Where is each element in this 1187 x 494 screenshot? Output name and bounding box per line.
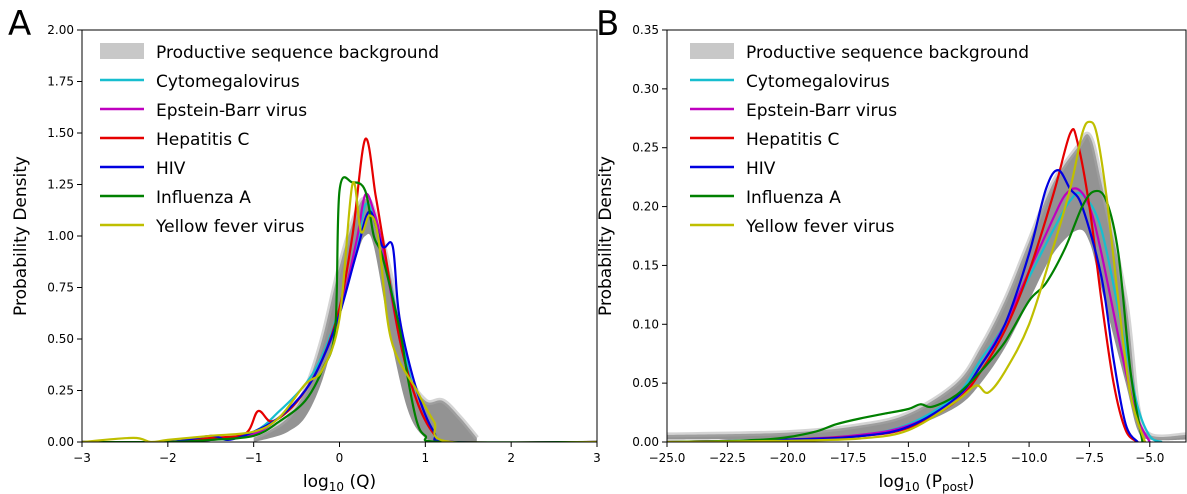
panel-b-ytick-label-4: 0.20 bbox=[632, 200, 659, 214]
panel-b-background-band-edge bbox=[667, 131, 1186, 440]
panel-a-ytick-label-7: 1.75 bbox=[47, 75, 74, 89]
panel-b-legend-label-0: Cytomegalovirus bbox=[746, 72, 890, 92]
panel-b-ytick-label-6: 0.30 bbox=[632, 82, 659, 96]
panel-b-legend-swatch-background bbox=[690, 43, 734, 59]
panel-b-legend-label-5: Yellow fever virus bbox=[745, 217, 895, 237]
panel-a-series-3-line bbox=[82, 210, 597, 442]
panel-b-ytick-label-3: 0.15 bbox=[632, 258, 659, 272]
panel-b-x-axis-label-rest: (P bbox=[920, 472, 942, 492]
panel-b-ytick-label-7: 0.35 bbox=[632, 23, 659, 37]
panel-b-series-1-line bbox=[667, 187, 1151, 442]
panel-a-xtick-label-1: −2 bbox=[159, 451, 177, 465]
panel-a-x-axis-label-main: log bbox=[303, 472, 329, 492]
panel-b-y-axis-label: Probability Density bbox=[596, 156, 616, 316]
panel-b-legend-label-4: Influenza A bbox=[746, 188, 841, 208]
panel-b-legend: Productive sequence background Cytomegalo… bbox=[690, 43, 1029, 237]
panel-b-x-axis-label: log10 (Ppost) bbox=[878, 472, 974, 494]
panel-b-xtick-label-4: −15.0 bbox=[890, 451, 927, 465]
panel-b-series-3-line bbox=[667, 169, 1139, 442]
panel-b-series-5-line bbox=[667, 120, 1147, 442]
panel-a-legend-label-0: Cytomegalovirus bbox=[156, 72, 300, 92]
panel-b-ytick-label-0: 0.00 bbox=[632, 435, 659, 449]
panel-a-xtick-label-5: 2 bbox=[507, 451, 515, 465]
panel-b-xtick-label-1: −22.5 bbox=[709, 451, 746, 465]
panel-a-legend-label-5: Yellow fever virus bbox=[155, 217, 305, 237]
panel-a-xtick-label-0: −3 bbox=[73, 451, 91, 465]
panel-a-ytick-label-2: 0.50 bbox=[47, 332, 74, 346]
panel-b-label: B bbox=[596, 4, 620, 44]
panel-a-xtick-label-3: 0 bbox=[336, 451, 344, 465]
panel-a-x-axis-label-rest: (Q) bbox=[344, 472, 376, 492]
panel-b-x-axis-label-main: log bbox=[878, 472, 904, 492]
panel-a-ytick-label-8: 2.00 bbox=[47, 23, 74, 37]
panel-b-legend-label-3: HIV bbox=[746, 159, 776, 179]
panel-a-xtick-label-4: 1 bbox=[422, 451, 430, 465]
panel-b-xtick-label-7: −7.5 bbox=[1075, 451, 1104, 465]
panel-b-x-axis-label-end: ) bbox=[968, 472, 975, 492]
panel-b-xtick-label-8: −5.0 bbox=[1135, 451, 1164, 465]
panel-b-plot: −25.0 −22.5 −20.0 −17.5 −15.0 −12.5 −10.0 −7.5 −… bbox=[596, 23, 1187, 494]
panel-a-ytick-label-6: 1.50 bbox=[47, 126, 74, 140]
panel-a-ytick-label-4: 1.00 bbox=[47, 229, 74, 243]
panel-a-ytick-label-3: 0.75 bbox=[47, 281, 74, 295]
panel-a-series-5-line bbox=[82, 181, 597, 442]
panel-b-legend-label-1: Epstein-Barr virus bbox=[746, 101, 897, 121]
panel-b-xtick-label-5: −12.5 bbox=[950, 451, 987, 465]
panel-a-y-axis-label: Probability Density bbox=[11, 156, 31, 316]
panel-b-xtick-label-6: −10.0 bbox=[1011, 451, 1048, 465]
panel-a-ytick-label-5: 1.25 bbox=[47, 178, 74, 192]
panel-a-plot: −3 −2 −1 0 1 2 3 0.00 0.25 0.50 0.75 1.00 1.25 1.50 1.… bbox=[11, 23, 601, 494]
panel-a-legend-label-background: Productive sequence background bbox=[156, 43, 439, 63]
panel-b-xtick-label-0: −25.0 bbox=[649, 451, 686, 465]
panel-a-legend-label-3: HIV bbox=[156, 159, 186, 179]
panel-a-legend-swatch-background bbox=[100, 43, 144, 59]
panel-a-legend-label-1: Epstein-Barr virus bbox=[156, 101, 307, 121]
panel-a-legend: Productive sequence background Cytomegalo… bbox=[100, 43, 439, 237]
panel-b-legend-label-background: Productive sequence background bbox=[746, 43, 1029, 63]
panel-b-ytick-label-2: 0.10 bbox=[632, 317, 659, 331]
panel-a-legend-label-4: Influenza A bbox=[156, 188, 251, 208]
panel-a-ytick-label-1: 0.25 bbox=[47, 384, 74, 398]
panel-a-ytick-label-0: 0.00 bbox=[47, 435, 74, 449]
panel-a-inner bbox=[82, 137, 597, 442]
panel-b-ytick-label-1: 0.05 bbox=[632, 376, 659, 390]
panel-b-ytick-label-5: 0.25 bbox=[632, 141, 659, 155]
panel-b-xtick-label-3: −17.5 bbox=[830, 451, 867, 465]
panel-a-xtick-label-6: 3 bbox=[593, 451, 601, 465]
panel-b-x-axis-label-sub: 10 bbox=[904, 480, 919, 494]
panel-b-axes-frame bbox=[666, 29, 1187, 443]
panel-b-xtick-label-2: −20.0 bbox=[769, 451, 806, 465]
panel-a-label: A bbox=[8, 4, 32, 44]
panel-a-x-axis-label-sub: 10 bbox=[329, 480, 344, 494]
panel-b-legend-label-2: Hepatitis C bbox=[746, 130, 839, 150]
panel-b-x-axis-label-sub2: post bbox=[942, 480, 968, 494]
panel-a-x-axis-label: log10 (Q) bbox=[303, 472, 376, 494]
panel-b-inner bbox=[667, 120, 1186, 442]
panel-a-legend-label-2: Hepatitis C bbox=[156, 130, 249, 150]
panel-a-xtick-label-2: −1 bbox=[245, 451, 263, 465]
